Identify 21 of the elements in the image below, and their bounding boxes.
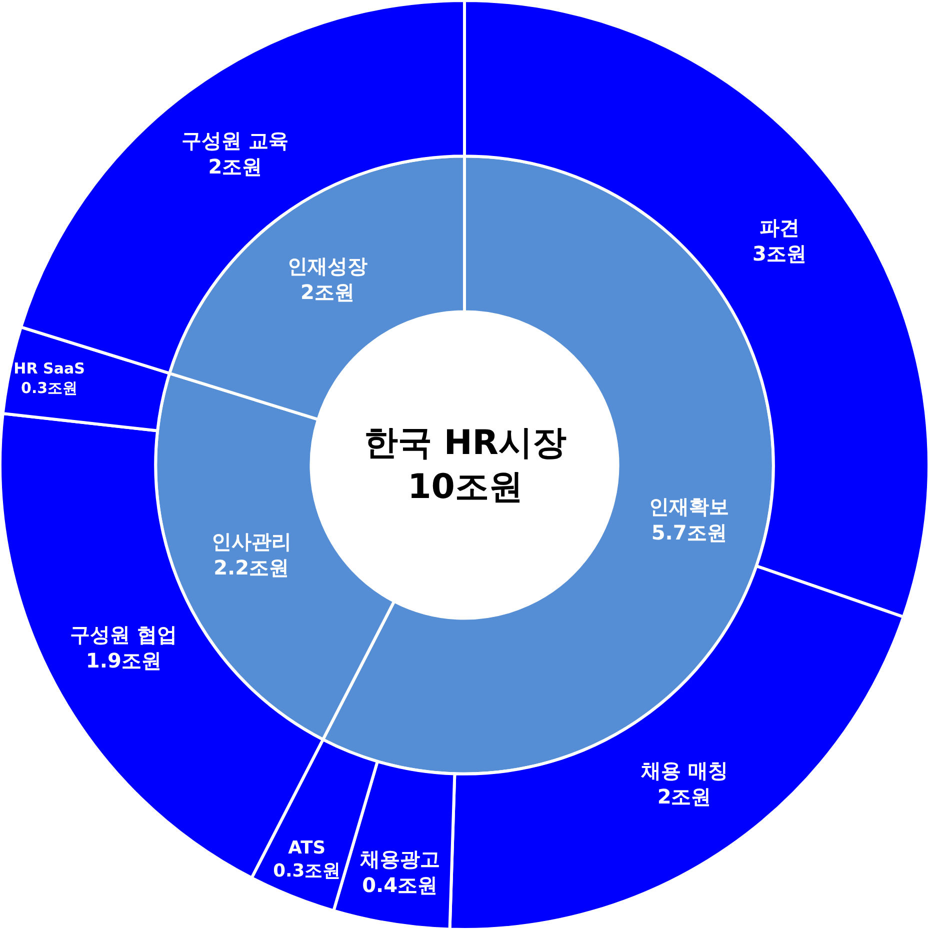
- slice-label: 파견: [759, 216, 800, 240]
- data-label: 3조원: [752, 242, 806, 266]
- slice-label: 구성원 교육: [182, 128, 289, 153]
- slice-label: 인재성장: [287, 254, 368, 278]
- data-label: 1.9조원: [86, 648, 162, 673]
- slice-label: HR SaaS: [14, 360, 85, 378]
- data-label: 2.2조원: [214, 555, 290, 580]
- text: 한국 HR시장 10조원: [364, 423, 566, 508]
- data-label: 2조원: [657, 784, 712, 809]
- data-label: 0.3조원: [21, 379, 78, 398]
- data-label: 0.3조원: [273, 860, 341, 882]
- slice-label: ATS: [288, 837, 326, 858]
- data-label: 2조원: [208, 154, 262, 179]
- slice-label: 구성원 협업: [70, 622, 178, 647]
- slice-label: 인사관리: [211, 529, 292, 554]
- slice-label: 인재확보: [649, 494, 730, 518]
- data-label: 2조원: [300, 280, 354, 304]
- slice-label: 채용 매칭: [640, 758, 728, 783]
- data-label: 5.7조원: [651, 520, 727, 544]
- data-label: 0.4조원: [362, 873, 438, 898]
- slice-label: 채용광고: [358, 847, 440, 872]
